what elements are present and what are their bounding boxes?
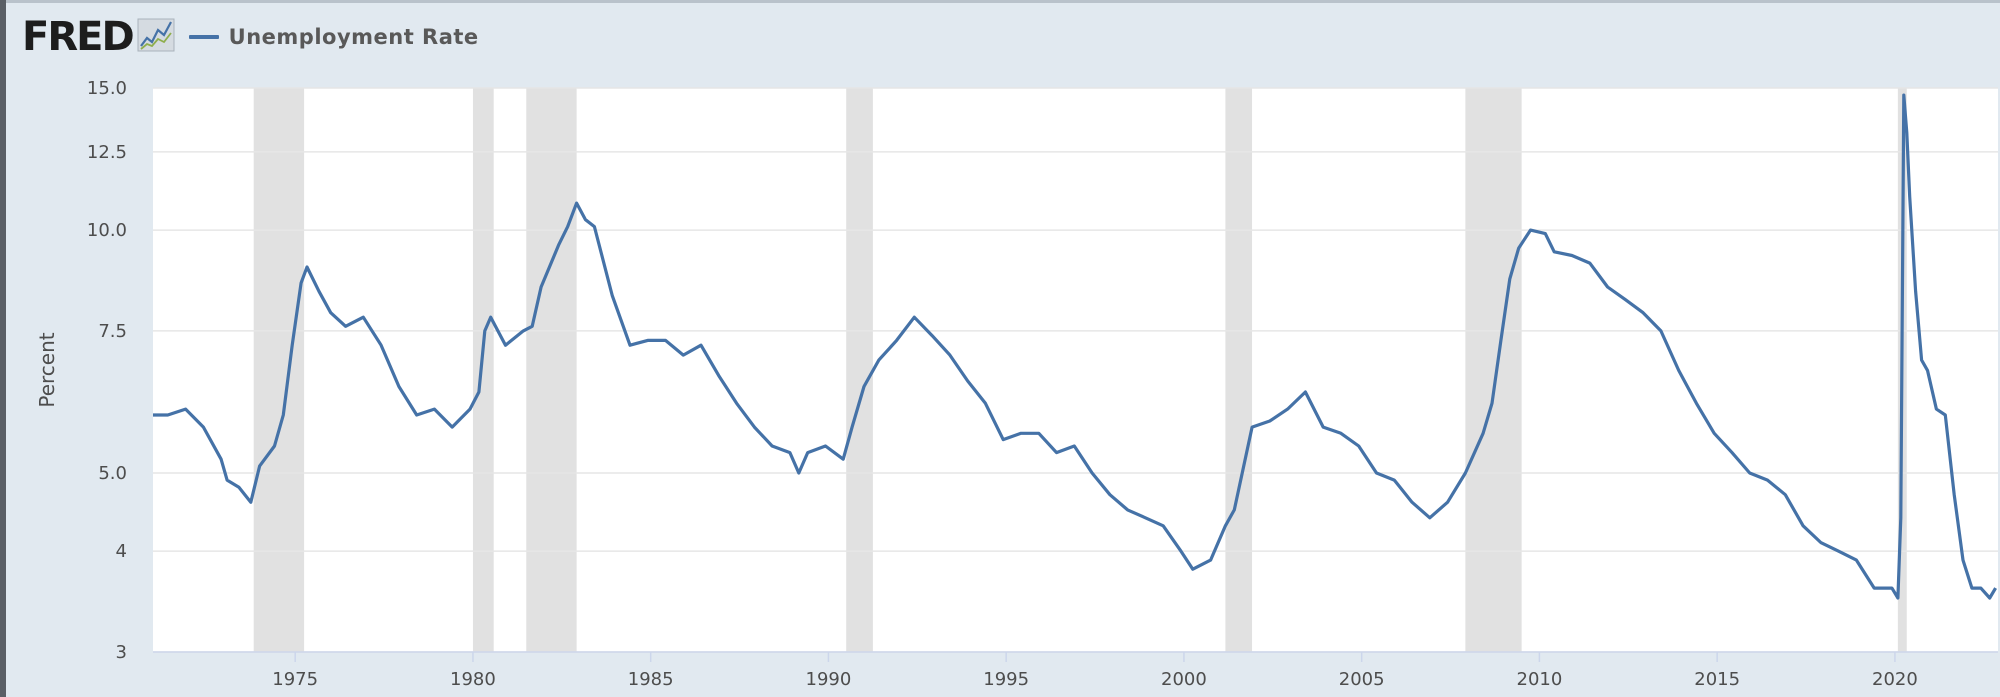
y-tick-label: 3 bbox=[116, 642, 127, 663]
x-tick-label: 2020 bbox=[1872, 669, 1918, 690]
y-tick-label: 10.0 bbox=[87, 220, 127, 241]
plot-area bbox=[153, 88, 1998, 652]
recession-band bbox=[253, 88, 305, 652]
x-tick-label: 1985 bbox=[628, 669, 674, 690]
fred-logo[interactable]: FRED bbox=[22, 14, 135, 60]
x-tick-label: 1990 bbox=[806, 669, 852, 690]
y-axis: 3 4 5.0 7.5 10.0 12.5 15.0 bbox=[87, 78, 127, 663]
window-top-border bbox=[0, 0, 2000, 3]
y-tick-label: 7.5 bbox=[98, 321, 127, 342]
x-tick-label: 2010 bbox=[1517, 669, 1563, 690]
y-tick-label: 4 bbox=[116, 541, 127, 562]
recession-band bbox=[1225, 88, 1253, 652]
y-tick-label: 12.5 bbox=[87, 142, 127, 163]
window-left-border bbox=[0, 0, 6, 697]
x-tick-label: 2015 bbox=[1694, 669, 1740, 690]
x-tick-label: 2000 bbox=[1161, 669, 1207, 690]
x-axis: 1975 1980 1985 1990 1995 2000 2005 2010 2015 2020 bbox=[153, 651, 1998, 690]
x-tick-label: 2005 bbox=[1339, 669, 1385, 690]
x-tick-label: 1980 bbox=[450, 669, 496, 690]
series-line[interactable] bbox=[153, 93, 1997, 600]
series-layer bbox=[153, 93, 1997, 600]
y-axis-title: Percent bbox=[35, 332, 59, 407]
x-tick-label: 1995 bbox=[983, 669, 1029, 690]
chart-header: FRED Unemployment Rate bbox=[22, 14, 479, 60]
legend-label: Unemployment Rate bbox=[228, 25, 479, 49]
recession-band bbox=[1465, 88, 1522, 652]
recession-band bbox=[472, 88, 494, 652]
y-tick-label: 15.0 bbox=[87, 78, 127, 99]
x-tick-label: 1975 bbox=[272, 669, 318, 690]
legend-swatch bbox=[188, 35, 219, 39]
recession-band bbox=[526, 88, 577, 652]
line-chart-icon bbox=[137, 18, 175, 56]
y-tick-label: 5.0 bbox=[98, 463, 127, 484]
chart-legend[interactable]: Unemployment Rate bbox=[188, 25, 479, 49]
recession-band bbox=[846, 88, 873, 652]
